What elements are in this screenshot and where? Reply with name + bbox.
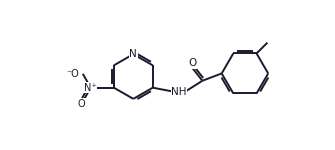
- Text: O: O: [77, 99, 85, 109]
- Text: ⁻O: ⁻O: [66, 69, 79, 79]
- Text: N: N: [129, 49, 137, 59]
- Text: NH: NH: [172, 87, 187, 97]
- Text: N⁺: N⁺: [84, 83, 97, 93]
- Text: O: O: [188, 58, 196, 68]
